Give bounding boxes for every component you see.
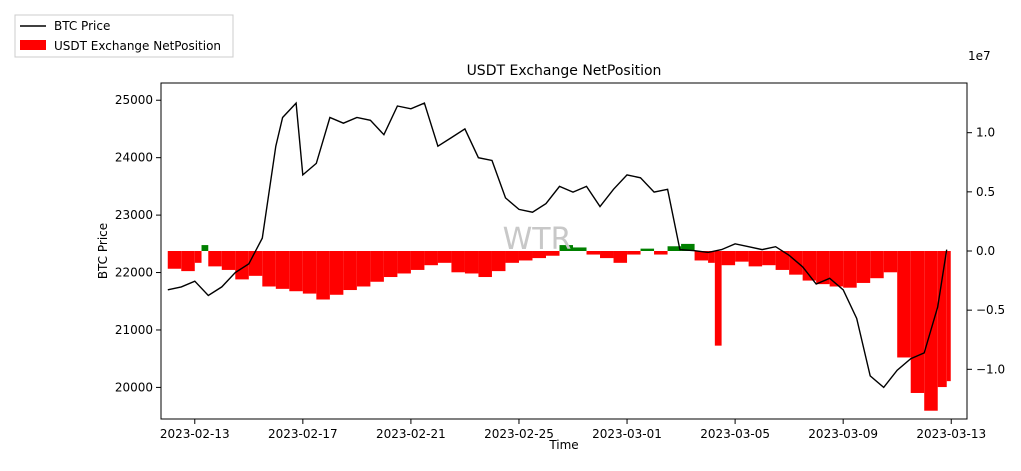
netposition-bar: [937, 251, 947, 388]
netposition-bar: [451, 251, 465, 273]
netposition-bar: [316, 251, 330, 300]
netposition-bar: [694, 251, 709, 261]
netposition-bar: [545, 251, 560, 256]
x-tick-label: 2023-02-13: [160, 427, 230, 441]
legend-netposition-swatch: [20, 40, 46, 50]
y2-tick-label: 0.5: [976, 185, 995, 199]
netposition-bar: [762, 251, 776, 266]
netposition-bar: [201, 245, 209, 251]
netposition-bar: [946, 251, 951, 382]
btc-price-line: [167, 101, 948, 389]
netposition-bar: [870, 251, 884, 279]
netposition-bar: [714, 251, 722, 346]
netposition-bar: [194, 251, 202, 263]
y-tick-label: 24000: [115, 151, 153, 165]
y-axis-right: −1.0 −0.5 0.0 0.5 1.0: [967, 126, 1005, 376]
netposition-bar: [586, 251, 601, 255]
netposition-bar: [356, 251, 371, 287]
x-tick-label: 2023-03-05: [700, 427, 770, 441]
netposition-bar: [789, 251, 803, 275]
netposition-bar: [235, 251, 249, 280]
netposition-bar: [883, 251, 898, 273]
x-tick-label: 2023-03-13: [916, 427, 986, 441]
legend: BTC Price USDT Exchange NetPosition: [14, 14, 234, 58]
netposition-bar: [910, 251, 925, 393]
netposition-bar: [221, 251, 236, 270]
netposition-bar: [181, 251, 195, 272]
netposition-bar: [654, 251, 668, 255]
netposition-bar: [397, 251, 411, 274]
y-axis-left: 20000 21000 22000 23000 24000 25000: [115, 93, 161, 394]
netposition-bar: [262, 251, 276, 287]
netposition-bar: [518, 251, 533, 261]
legend-entry-btc-price: BTC Price: [54, 19, 110, 33]
netposition-bar: [600, 251, 614, 259]
netposition-bar: [343, 251, 357, 291]
watermark: WTR: [503, 222, 572, 257]
netposition-bar: [627, 251, 641, 255]
y-tick-label: 22000: [115, 266, 153, 280]
netposition-bar: [843, 251, 857, 288]
x-tick-label: 2023-02-17: [268, 427, 338, 441]
netposition-bar: [505, 251, 519, 263]
netposition-bar: [559, 245, 574, 251]
netposition-bar: [329, 251, 344, 295]
netposition-bar: [667, 246, 682, 251]
netposition-bar: [708, 251, 715, 263]
x-tick-label: 2023-03-01: [592, 427, 662, 441]
y2-tick-label: 0.0: [976, 244, 995, 258]
netposition-bar: [248, 251, 263, 276]
netposition-bar: [464, 251, 479, 274]
netposition-bar: [532, 251, 546, 259]
netposition-bar: [437, 251, 452, 263]
chart-title: USDT Exchange NetPosition: [467, 63, 662, 79]
netposition-bar: [856, 251, 871, 283]
y-axis-label: BTC Price: [96, 223, 110, 279]
netposition-bar: [816, 251, 830, 285]
netposition-bar: [721, 251, 736, 266]
netposition-bar: [735, 251, 749, 262]
legend-entry-netposition: USDT Exchange NetPosition: [54, 39, 221, 53]
netposition-bar: [897, 251, 911, 358]
y-tick-label: 20000: [115, 380, 153, 394]
x-tick-label: 2023-02-25: [484, 427, 554, 441]
netposition-bar: [802, 251, 817, 281]
netposition-bar: [410, 251, 425, 270]
netposition-bar: [383, 251, 398, 278]
y2-tick-label: −0.5: [976, 303, 1005, 317]
y-tick-label: 21000: [115, 323, 153, 337]
netposition-bar: [289, 251, 303, 292]
netposition-bar: [208, 251, 222, 267]
netposition-bar: [370, 251, 384, 282]
netposition-bar: [681, 243, 695, 251]
netposition-bar: [613, 251, 628, 263]
netposition-bar: [491, 251, 506, 272]
netposition-bar: [573, 247, 587, 251]
netposition-bar: [748, 251, 763, 267]
netposition-bar: [829, 251, 844, 287]
y2-tick-label: 1.0: [976, 126, 995, 140]
netposition-bar: [302, 251, 317, 294]
y-tick-label: 23000: [115, 208, 153, 222]
x-axis-label: Time: [548, 438, 578, 452]
netposition-bar: [640, 248, 655, 251]
netposition-bar: [275, 251, 290, 289]
legend-box: [14, 14, 234, 58]
x-tick-label: 2023-03-09: [808, 427, 878, 441]
y-tick-label: 25000: [115, 93, 153, 107]
netposition-bar: [424, 251, 438, 266]
x-axis: 2023-02-13 2023-02-17 2023-02-21 2023-02-25…: [160, 419, 986, 441]
x-tick-label: 2023-02-21: [376, 427, 446, 441]
y2-exponent-label: 1e7: [968, 49, 991, 63]
netposition-bar: [775, 251, 790, 270]
netposition-bar: [167, 251, 182, 269]
netposition-bar: [478, 251, 492, 278]
y2-tick-label: −1.0: [976, 362, 1005, 376]
